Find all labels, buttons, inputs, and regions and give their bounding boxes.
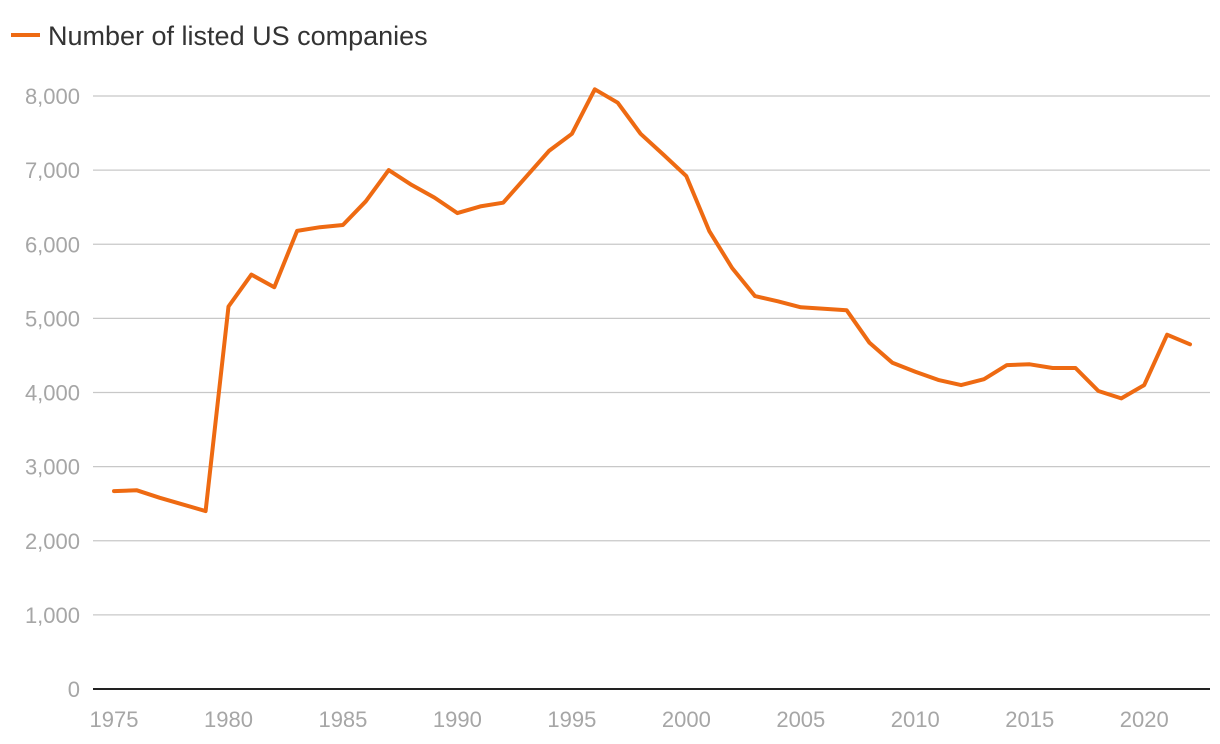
data-point-2022 [1188, 342, 1192, 346]
data-point-2017 [1074, 366, 1078, 370]
x-tick-label: 1980 [204, 707, 253, 732]
gridlines [93, 95, 1210, 616]
data-point-1995 [570, 132, 574, 136]
data-point-1985 [341, 223, 345, 227]
data-point-1982 [272, 285, 276, 289]
data-point-1984 [318, 225, 322, 229]
data-point-2013 [982, 377, 986, 381]
data-point-1975 [112, 489, 116, 493]
data-point-2021 [1165, 333, 1169, 337]
data-point-1992 [501, 201, 505, 205]
data-point-2011 [936, 378, 940, 382]
data-point-1983 [295, 229, 299, 233]
y-tick-label: 2,000 [25, 529, 80, 554]
data-point-2015 [1028, 362, 1032, 366]
data-point-2016 [1051, 366, 1055, 370]
data-point-1978 [181, 502, 185, 506]
data-point-1999 [661, 153, 665, 157]
data-point-2001 [707, 229, 711, 233]
data-point-1988 [410, 183, 414, 187]
data-point-2012 [959, 383, 963, 387]
data-point-2002 [730, 266, 734, 270]
y-tick-label: 7,000 [25, 158, 80, 183]
y-tick-label: 1,000 [25, 603, 80, 628]
x-tick-label: 1985 [318, 707, 367, 732]
y-tick-label: 0 [68, 677, 80, 702]
data-point-1996 [593, 87, 597, 91]
legend-label-number-of-listed-us-companies: Number of listed US companies [48, 21, 428, 51]
x-tick-label: 2000 [662, 707, 711, 732]
data-point-1981 [249, 273, 253, 277]
data-point-1977 [158, 496, 162, 500]
data-point-2009 [890, 361, 894, 365]
data-point-2014 [1005, 363, 1009, 367]
data-point-1980 [226, 305, 230, 309]
data-point-2005 [799, 305, 803, 309]
data-point-1987 [387, 168, 391, 172]
data-point-2003 [753, 294, 757, 298]
x-tick-label: 2005 [776, 707, 825, 732]
data-point-1990 [455, 211, 459, 215]
data-point-2000 [684, 174, 688, 178]
data-point-1989 [433, 196, 437, 200]
data-point-1997 [616, 101, 620, 105]
x-tick-label: 1975 [90, 707, 139, 732]
data-point-2020 [1142, 383, 1146, 387]
y-tick-label: 4,000 [25, 381, 80, 406]
data-point-1993 [524, 175, 528, 179]
data-point-1998 [639, 132, 643, 136]
data-point-1994 [547, 149, 551, 153]
data-point-2004 [776, 299, 780, 303]
x-tick-label: 1990 [433, 707, 482, 732]
data-point-2018 [1096, 389, 1100, 393]
y-tick-label: 5,000 [25, 306, 80, 331]
x-axis-tick-labels: 1975 1980 1985 1990 1995 2000 2005 2010 2015 2020 [90, 707, 1169, 732]
x-tick-label: 2020 [1120, 707, 1169, 732]
x-tick-label: 2010 [891, 707, 940, 732]
y-axis-tick-labels: 0 1,000 2,000 3,000 4,000 5,000 6,000 7,000 8,00… [25, 84, 80, 702]
data-point-2006 [822, 307, 826, 311]
y-tick-label: 8,000 [25, 84, 80, 109]
legend: Number of listed US companies [11, 21, 428, 51]
data-point-2007 [845, 308, 849, 312]
x-tick-label: 1995 [547, 707, 596, 732]
data-points [112, 87, 1192, 513]
data-point-1991 [478, 204, 482, 208]
data-point-2010 [913, 370, 917, 374]
data-point-1979 [204, 509, 208, 513]
data-point-1986 [364, 199, 368, 203]
data-point-1976 [135, 488, 139, 492]
data-point-2008 [867, 341, 871, 345]
series-line-number-of-listed-us-companies [112, 87, 1192, 514]
y-tick-label: 3,000 [25, 455, 80, 480]
data-point-2019 [1119, 396, 1123, 400]
y-tick-label: 6,000 [25, 232, 80, 257]
x-tick-label: 2015 [1005, 707, 1054, 732]
